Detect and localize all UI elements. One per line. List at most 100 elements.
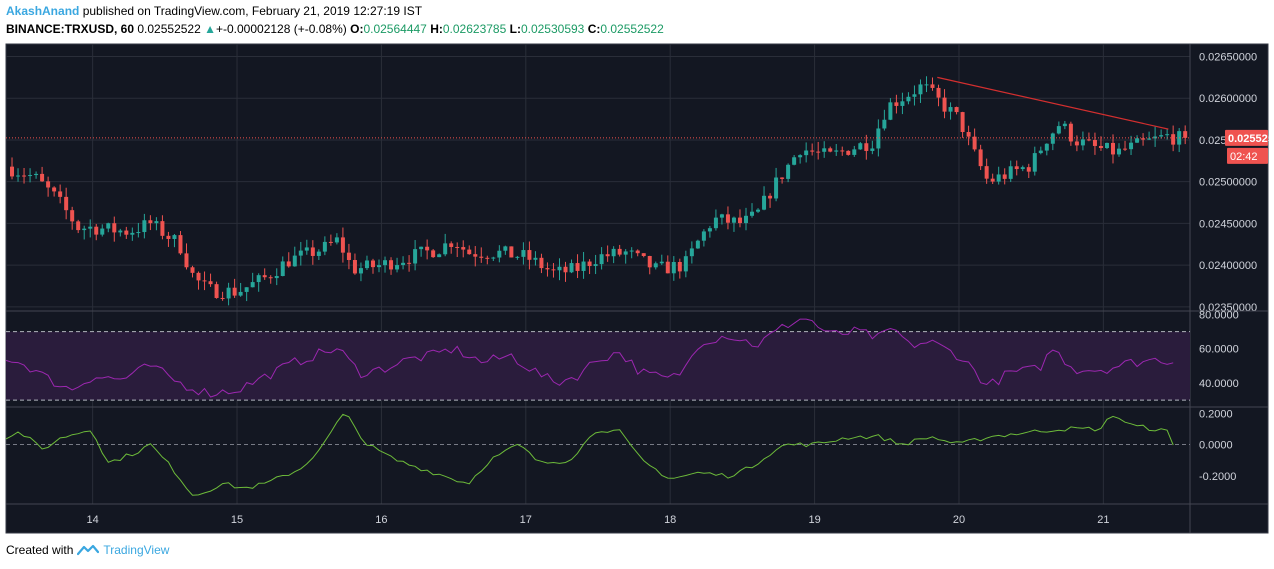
x-tick-label: 20	[953, 514, 965, 526]
candle-down	[262, 275, 267, 278]
candle-down	[40, 173, 45, 182]
candle-down	[10, 166, 15, 177]
candle-down	[737, 217, 742, 224]
ohlc-legend: BINANCE:TRXUSD, 60 0.02552522 ▲+-0.00002…	[6, 22, 664, 37]
candle-up	[250, 282, 255, 288]
candle-up	[599, 254, 604, 265]
candle-down	[485, 257, 490, 259]
candle-down	[1014, 166, 1019, 170]
candle-up	[358, 268, 363, 274]
candle-down	[1068, 123, 1073, 142]
x-tick-label: 19	[808, 514, 820, 526]
candle-down	[990, 178, 995, 182]
osc-tick-label: 0.2000	[1199, 408, 1233, 420]
candle-up	[888, 102, 893, 120]
last-price-label: 0.02552522	[1228, 133, 1274, 145]
candle-up	[106, 223, 111, 229]
candle-down	[894, 102, 899, 106]
price-tick-label: 0.02500000	[1199, 177, 1257, 189]
candle-up	[154, 221, 159, 224]
candle-up	[316, 251, 321, 256]
x-tick-label: 17	[520, 514, 532, 526]
candle-down	[509, 246, 514, 258]
candle-up	[136, 232, 141, 234]
candle-down	[328, 241, 333, 243]
candle-up	[334, 237, 339, 243]
candle-up	[401, 262, 406, 266]
candle-down	[1092, 140, 1097, 146]
candle-down	[473, 254, 478, 257]
candle-down	[575, 263, 580, 271]
candle-down	[936, 87, 941, 98]
candle-up	[395, 265, 400, 270]
tradingview-brand[interactable]: TradingView	[103, 543, 170, 557]
created-with-text: Created with	[6, 543, 74, 557]
candle-up	[792, 157, 797, 165]
candle-up	[443, 243, 448, 255]
osc-tick-label: -0.2000	[1199, 471, 1236, 483]
candle-down	[160, 221, 165, 236]
candle-up	[804, 150, 809, 156]
candle-down	[725, 214, 730, 223]
candle-up	[256, 275, 261, 283]
candle-up	[762, 195, 767, 210]
osc-tick-label: 0.0000	[1199, 440, 1233, 452]
candle-down	[46, 181, 51, 188]
candle-up	[1032, 153, 1037, 172]
candle-up	[1135, 138, 1140, 143]
countdown-label: 02:42	[1230, 151, 1258, 163]
candle-up	[1117, 148, 1122, 155]
change-value: +-0.00002128 (+-0.08%)	[216, 22, 347, 36]
candle-down	[810, 150, 815, 152]
candle-up	[744, 215, 748, 224]
candle-down	[527, 250, 532, 260]
close-value: 0.02552522	[600, 22, 664, 36]
candle-down	[431, 250, 436, 258]
open-value: 0.02564447	[363, 22, 427, 36]
candle-up	[653, 263, 658, 268]
candle-up	[581, 261, 586, 271]
candle-down	[178, 235, 183, 254]
symbol-label: BINANCE:TRXUSD, 60	[6, 22, 135, 36]
candle-down	[816, 151, 821, 153]
candle-down	[202, 280, 207, 282]
candle-up	[1020, 167, 1025, 170]
x-tick-label: 21	[1097, 514, 1109, 526]
candle-down	[184, 253, 189, 268]
candle-down	[545, 268, 550, 270]
candle-down	[972, 136, 977, 150]
close-label: C:	[587, 22, 601, 36]
author-link[interactable]: AkashAnand	[6, 4, 80, 18]
candle-up	[1147, 138, 1152, 140]
candle-down	[467, 249, 472, 255]
candle-up	[88, 226, 93, 229]
candle-down	[190, 267, 195, 273]
candle-down	[214, 284, 219, 298]
candle-down	[617, 248, 622, 255]
candle-up	[852, 149, 857, 155]
rsi-band	[6, 331, 1190, 401]
candle-up	[1050, 133, 1055, 144]
candle-down	[551, 269, 556, 271]
candle-down	[978, 149, 983, 167]
candle-down	[94, 226, 99, 235]
candle-down	[1074, 141, 1079, 146]
candle-down	[461, 247, 466, 250]
candle-up	[82, 228, 87, 231]
price-tick-label: 0.02600000	[1199, 93, 1257, 105]
candle-down	[563, 266, 568, 273]
candle-up	[515, 256, 520, 258]
candle-down	[539, 257, 544, 269]
candle-up	[834, 150, 839, 152]
candle-up	[292, 255, 297, 267]
candle-up	[1062, 123, 1067, 127]
candle-up	[912, 94, 917, 97]
candle-up	[858, 143, 863, 150]
candle-down	[846, 150, 851, 155]
candle-up	[689, 248, 694, 257]
candle-down	[232, 287, 237, 296]
candle-up	[142, 220, 147, 233]
candle-up	[437, 254, 442, 258]
candle-up	[1008, 166, 1013, 179]
